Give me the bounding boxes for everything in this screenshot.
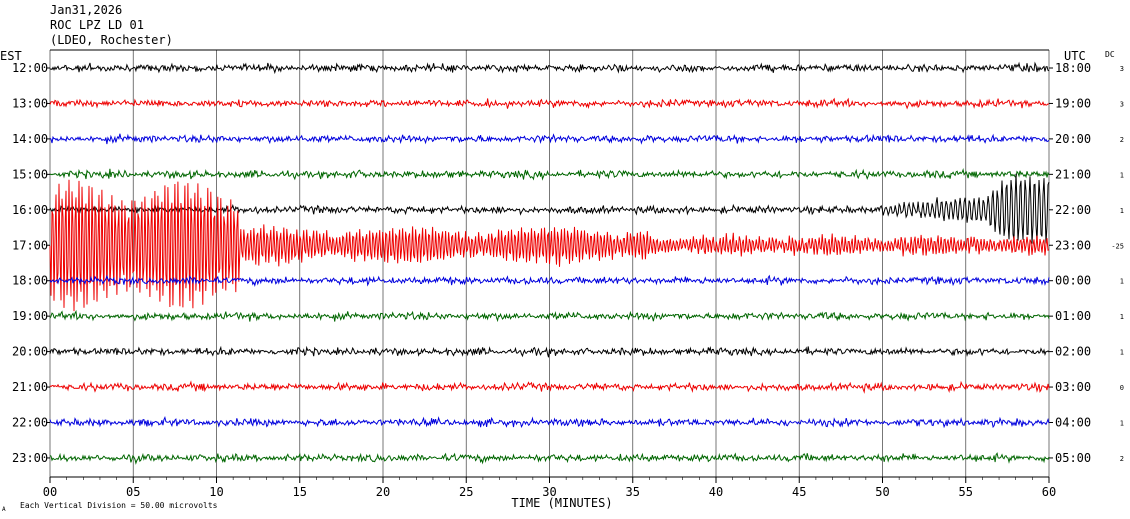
x-axis-title: TIME (MINUTES) — [511, 496, 612, 510]
trace-line — [49, 168, 1050, 181]
x-tick-label: 30 — [542, 485, 556, 499]
est-hour-label: 14:00 — [12, 132, 48, 146]
dc-offset-label: 1 — [1120, 420, 1124, 428]
trace-line — [49, 345, 1050, 358]
dc-offset-label: 1 — [1120, 313, 1124, 321]
x-tick-label: 45 — [792, 485, 806, 499]
est-hour-label: 21:00 — [12, 380, 48, 394]
est-hour-label: 19:00 — [12, 309, 48, 323]
x-tick-label: 20 — [376, 485, 390, 499]
x-tick-label: 05 — [126, 485, 140, 499]
x-tick-label: 50 — [875, 485, 889, 499]
est-hour-label: 13:00 — [12, 96, 48, 110]
x-tick-label: 25 — [459, 485, 473, 499]
dc-offset-label: 2 — [1120, 136, 1124, 144]
utc-hour-label: 21:00 — [1055, 167, 1091, 181]
utc-hour-label: 02:00 — [1055, 345, 1091, 359]
x-tick-label: 55 — [959, 485, 973, 499]
helicorder-date: Jan31,2026 — [50, 3, 123, 17]
utc-hour-label: 23:00 — [1055, 238, 1091, 252]
trace-line — [49, 380, 1050, 394]
est-hour-label: 15:00 — [12, 167, 48, 181]
dc-offset-label: 1 — [1120, 171, 1124, 179]
utc-hour-label: 05:00 — [1055, 451, 1091, 465]
utc-hour-label: 03:00 — [1055, 380, 1091, 394]
x-tick-label: 15 — [293, 485, 307, 499]
utc-hour-label: 18:00 — [1055, 61, 1091, 75]
utc-label: UTC — [1064, 49, 1086, 63]
scale-footnote: Each Vertical Division = 50.00 microvolt… — [20, 501, 218, 510]
est-hour-label: 17:00 — [12, 238, 48, 252]
est-hour-label: 16:00 — [12, 203, 48, 217]
trace-line — [49, 452, 1050, 465]
x-tick-label: 35 — [626, 485, 640, 499]
x-tick-label: 10 — [209, 485, 223, 499]
x-tick-label: 60 — [1042, 485, 1056, 499]
network-name: (LDEO, Rochester) — [50, 33, 173, 47]
dc-offset-label: -25 — [1111, 242, 1124, 250]
utc-hour-label: 19:00 — [1055, 96, 1091, 110]
plot-grid — [46, 50, 1053, 483]
trace-line — [49, 179, 1050, 312]
est-label: EST — [0, 49, 22, 63]
est-hour-label: 20:00 — [12, 345, 48, 359]
trace-line — [49, 309, 1050, 323]
est-hour-label: 23:00 — [12, 451, 48, 465]
utc-hour-label: 20:00 — [1055, 132, 1091, 146]
utc-hour-label: 01:00 — [1055, 309, 1091, 323]
dc-offset-label: 2 — [1120, 455, 1124, 463]
utc-hour-label: 04:00 — [1055, 416, 1091, 430]
trace-line — [49, 173, 1050, 245]
utc-hour-label: 00:00 — [1055, 274, 1091, 288]
est-hour-label: 12:00 — [12, 61, 48, 75]
footer-mark: A — [2, 506, 6, 513]
dc-offset-label: 1 — [1120, 278, 1124, 286]
x-tick-label: 40 — [709, 485, 723, 499]
est-hour-label: 22:00 — [12, 416, 48, 430]
dc-offset-label: 0 — [1120, 384, 1124, 392]
trace-line — [49, 61, 1050, 75]
dc-offset-label: 1 — [1120, 207, 1124, 215]
dc-label: DC — [1105, 50, 1115, 59]
trace-line — [49, 97, 1050, 110]
dc-offset-label: 3 — [1120, 65, 1124, 73]
trace-line — [49, 133, 1050, 145]
utc-hour-label: 22:00 — [1055, 203, 1091, 217]
trace-line — [49, 416, 1050, 429]
station-name: ROC LPZ LD 01 — [50, 18, 144, 32]
x-tick-label: 00 — [43, 485, 57, 499]
dc-offset-label: 3 — [1120, 100, 1124, 108]
dc-offset-label: 1 — [1120, 349, 1124, 357]
est-hour-label: 18:00 — [12, 274, 48, 288]
trace-group — [49, 61, 1050, 465]
trace-line — [49, 274, 1050, 288]
